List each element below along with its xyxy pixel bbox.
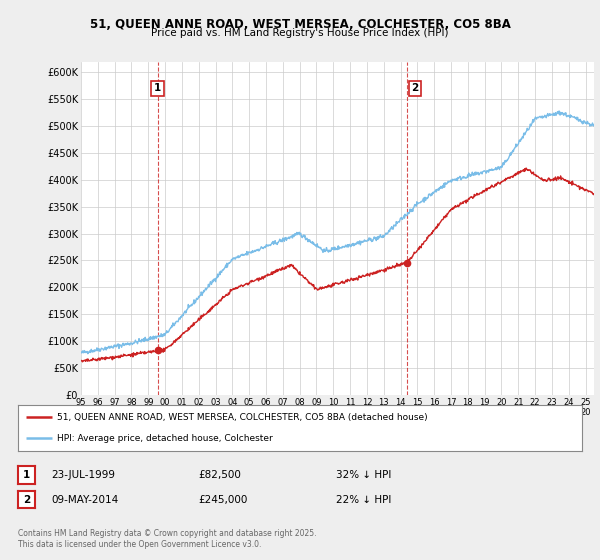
Text: 51, QUEEN ANNE ROAD, WEST MERSEA, COLCHESTER, CO5 8BA: 51, QUEEN ANNE ROAD, WEST MERSEA, COLCHE… [89, 18, 511, 31]
Text: £245,000: £245,000 [198, 494, 247, 505]
Text: £82,500: £82,500 [198, 470, 241, 480]
Text: 51, QUEEN ANNE ROAD, WEST MERSEA, COLCHESTER, CO5 8BA (detached house): 51, QUEEN ANNE ROAD, WEST MERSEA, COLCHE… [58, 413, 428, 422]
Text: Price paid vs. HM Land Registry's House Price Index (HPI): Price paid vs. HM Land Registry's House … [151, 28, 449, 38]
Text: HPI: Average price, detached house, Colchester: HPI: Average price, detached house, Colc… [58, 434, 273, 443]
Text: 1: 1 [154, 83, 161, 94]
Text: 23-JUL-1999: 23-JUL-1999 [51, 470, 115, 480]
Text: 2: 2 [412, 83, 419, 94]
Text: 09-MAY-2014: 09-MAY-2014 [51, 494, 118, 505]
Text: 32% ↓ HPI: 32% ↓ HPI [336, 470, 391, 480]
Text: Contains HM Land Registry data © Crown copyright and database right 2025.
This d: Contains HM Land Registry data © Crown c… [18, 529, 317, 549]
Text: 1: 1 [23, 470, 30, 480]
Text: 22% ↓ HPI: 22% ↓ HPI [336, 494, 391, 505]
Text: 2: 2 [23, 494, 30, 505]
